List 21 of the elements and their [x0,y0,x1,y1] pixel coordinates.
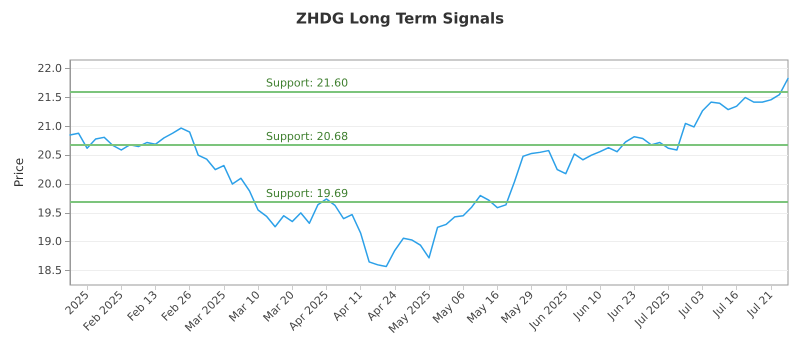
line-series [69,78,789,268]
x-tick-label: Jul 03 [675,288,708,320]
y-tick-label: 22.0 [38,62,62,76]
x-tick-label: Jun 10 [570,288,605,323]
y-tick-label: 19.5 [38,206,62,220]
chart-title: ZHDG Long Term Signals [296,10,504,28]
ref-line-label: Support: 21.60 [266,76,348,90]
y-tick-label: 21.0 [38,120,62,133]
x-tick-label: Jul 21 [744,288,776,320]
ref-line-label: Support: 19.69 [266,186,348,200]
x-tick-label: Apr 11 [330,288,366,324]
x-tick-label: Feb 13 [124,288,160,324]
ref-line-label: Support: 20.68 [266,130,348,143]
x-tick-label: Mar 10 [226,288,263,325]
y-axis-title: Price [12,158,26,188]
y-tick-label: 21.5 [38,91,62,104]
y-tick-label: 20.5 [38,148,62,162]
x-tick-label: Jul 16 [710,288,742,320]
y-tick-label: 18.5 [38,264,62,278]
y-tick-label: 20.0 [38,178,62,191]
y-tick-label: 19.0 [38,235,62,248]
